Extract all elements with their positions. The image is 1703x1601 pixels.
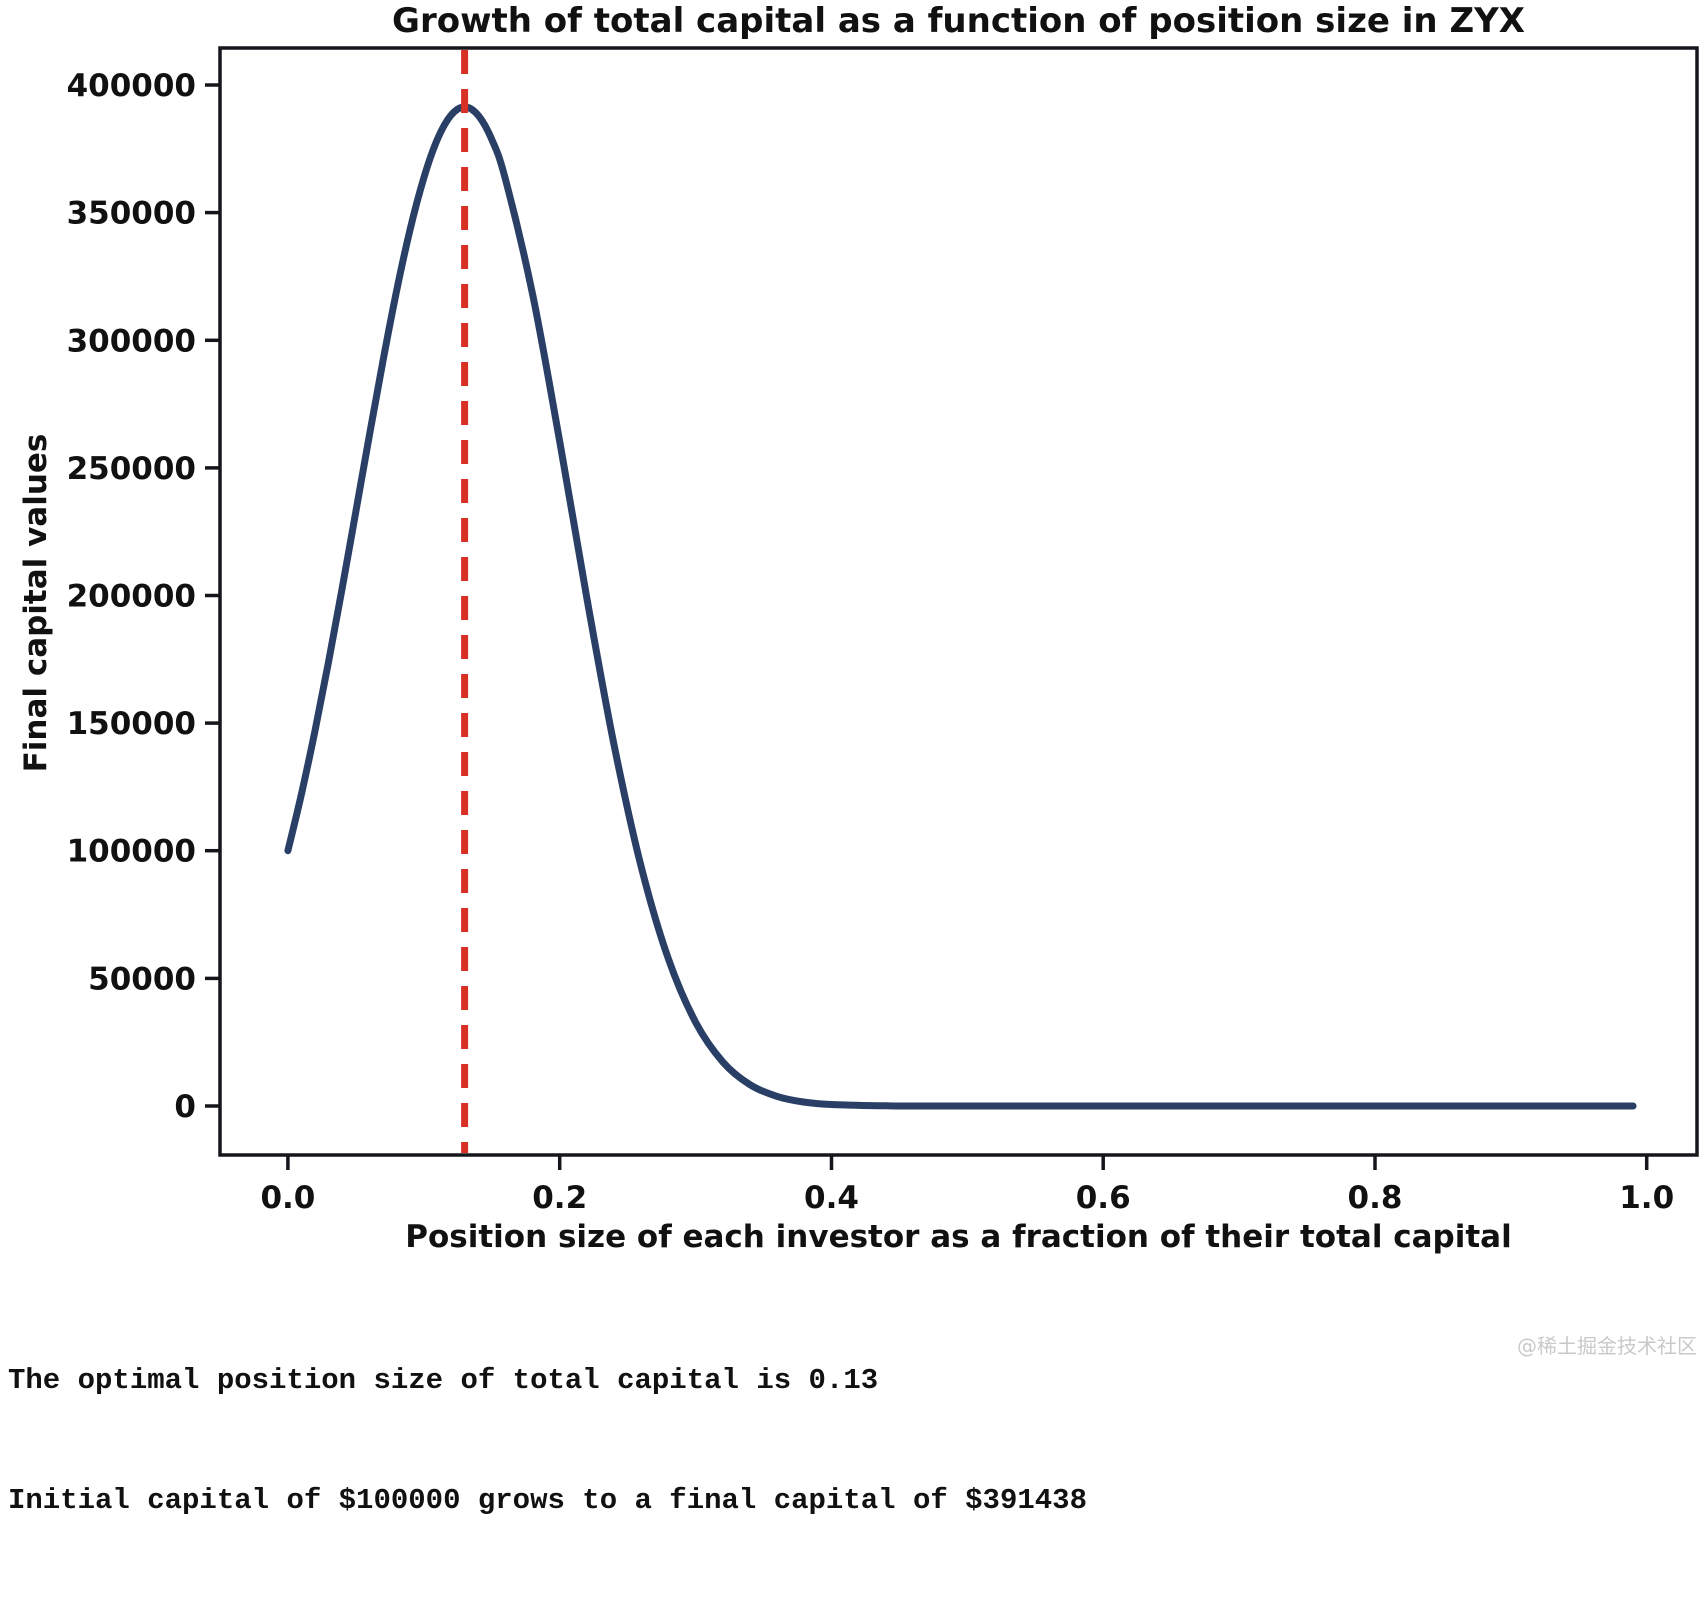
capital-growth-line: Initial capital of $100000 grows to a fi… xyxy=(8,1484,1087,1517)
result-text: The optimal position size of total capit… xyxy=(8,1281,1087,1601)
y-axis-label: Final capital values xyxy=(18,433,54,773)
figure: Growth of total capital as a function of… xyxy=(8,1,1699,1517)
y-tick-label: 250000 xyxy=(67,451,196,487)
y-tick-label: 300000 xyxy=(67,323,196,359)
chart-title: Growth of total capital as a function of… xyxy=(392,1,1525,41)
x-axis-label: Position size of each investor as a frac… xyxy=(405,1219,1512,1255)
plot-border xyxy=(218,46,1699,1157)
y-tick-label: 400000 xyxy=(67,68,196,104)
x-tick-label: 0.8 xyxy=(1348,1180,1403,1216)
x-tick-label: 0.2 xyxy=(532,1180,587,1216)
x-tick-label: 0.0 xyxy=(260,1180,315,1216)
optimal-position-line: The optimal position size of total capit… xyxy=(8,1364,879,1397)
x-tick-label: 0.6 xyxy=(1076,1180,1131,1216)
y-tick-label: 100000 xyxy=(67,834,196,870)
watermark: @稀土掘金技术社区 xyxy=(1517,1334,1697,1358)
x-tick-label: 0.4 xyxy=(804,1180,859,1216)
y-tick-label: 0 xyxy=(174,1089,196,1125)
y-tick-label: 350000 xyxy=(67,196,196,232)
y-tick-label: 150000 xyxy=(67,706,196,742)
capital-growth-curve xyxy=(284,103,1637,1110)
x-tick-label: 1.0 xyxy=(1619,1180,1674,1216)
y-tick-label: 50000 xyxy=(88,961,196,997)
y-tick-label: 200000 xyxy=(67,579,196,615)
plot-canvas: 0 50000 100000 150000 200000 250000 300000 3500… xyxy=(67,46,1699,1216)
